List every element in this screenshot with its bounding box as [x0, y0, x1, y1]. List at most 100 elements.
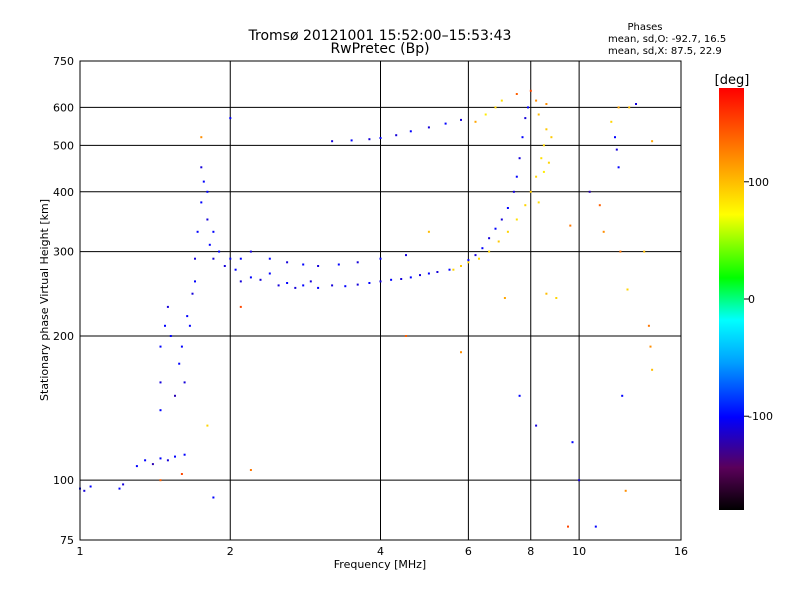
data-point: [302, 263, 305, 266]
grid: [80, 61, 681, 540]
data-point: [180, 473, 183, 475]
data-point: [379, 280, 382, 283]
data-point: [540, 157, 543, 160]
data-point: [643, 250, 646, 253]
data-point: [405, 335, 407, 337]
data-point: [89, 485, 92, 488]
data-point: [286, 261, 289, 264]
data-point: [174, 455, 176, 458]
phases-o-line: mean, sd,O: -92.7, 16.5: [608, 34, 726, 45]
data-point: [512, 190, 515, 193]
x-tick-label: 6: [465, 545, 472, 558]
data-point: [159, 345, 162, 348]
data-point: [122, 483, 125, 486]
data-point: [518, 394, 521, 397]
data-point: [174, 394, 176, 397]
data-point: [317, 286, 320, 289]
data-point: [317, 265, 320, 267]
data-point: [239, 257, 242, 260]
data-point: [647, 324, 650, 327]
data-point: [180, 345, 183, 348]
data-point: [309, 280, 312, 283]
x-axis-label: Frequency [MHz]: [334, 558, 426, 571]
data-point: [409, 276, 412, 279]
data-point: [535, 175, 538, 178]
x-axis-ticks: 1 2 4 6 8 10 16: [77, 545, 689, 558]
data-point: [409, 130, 412, 133]
data-point: [617, 166, 620, 169]
data-point: [651, 368, 654, 371]
y-tick-label: 600: [53, 101, 74, 114]
data-point: [159, 479, 162, 482]
data-point: [494, 106, 497, 109]
data-point: [542, 170, 545, 173]
data-point: [218, 250, 221, 253]
data-point: [186, 315, 189, 318]
data-point: [615, 148, 618, 151]
data-point: [521, 136, 524, 139]
data-point: [212, 257, 215, 260]
data-point: [196, 230, 199, 233]
data-point: [268, 272, 271, 275]
data-point: [524, 117, 527, 120]
data-point: [474, 120, 477, 123]
data-point: [183, 453, 186, 456]
data-point: [223, 265, 226, 267]
y-tick-label: 200: [53, 330, 74, 343]
y-tick-label: 750: [53, 55, 74, 68]
data-point: [356, 261, 359, 264]
data-point: [200, 166, 203, 169]
data-point: [249, 469, 252, 471]
data-point: [183, 381, 186, 384]
data-point: [488, 250, 491, 253]
data-point: [481, 247, 484, 250]
data-point: [191, 292, 194, 295]
data-point: [405, 254, 407, 257]
data-point: [200, 136, 203, 139]
chart-title: Tromsø 20121001 15:52:00–15:53:43: [248, 28, 512, 44]
data-point: [518, 157, 521, 160]
data-point: [159, 409, 162, 412]
data-points: [79, 89, 654, 528]
colorbar-ticks: 100 0 -100: [744, 176, 773, 423]
data-point: [390, 278, 393, 281]
y-tick-label: 500: [53, 139, 74, 152]
data-point: [144, 459, 147, 462]
data-point: [617, 106, 620, 109]
data-point: [527, 106, 529, 109]
data-point: [460, 351, 462, 354]
phases-heading: Phases: [627, 22, 662, 33]
data-point: [621, 394, 624, 397]
data-point: [118, 487, 121, 490]
data-point: [484, 113, 487, 116]
data-point: [614, 136, 616, 139]
colorbar-tick-label: 100: [748, 176, 769, 189]
data-point: [550, 136, 553, 139]
data-point: [515, 93, 518, 95]
data-point: [169, 335, 172, 337]
data-point: [567, 525, 569, 528]
data-point: [259, 278, 262, 281]
data-point: [651, 140, 654, 143]
x-tick-label: 8: [527, 545, 534, 558]
data-point: [537, 201, 540, 204]
data-point: [602, 230, 605, 233]
data-point: [467, 259, 470, 262]
data-point: [164, 324, 166, 327]
plot-frame: [79, 60, 682, 541]
data-point: [427, 230, 430, 233]
x-tick-label: 10: [572, 545, 586, 558]
data-point: [379, 137, 382, 139]
data-point: [356, 283, 359, 286]
y-tick-label: 300: [53, 246, 74, 259]
data-point: [436, 271, 439, 273]
data-point: [202, 180, 205, 183]
data-point: [569, 224, 572, 227]
data-point: [624, 489, 627, 492]
data-point: [500, 99, 503, 102]
data-point: [419, 274, 421, 277]
y-tick-label: 400: [53, 186, 74, 199]
data-point: [494, 227, 497, 230]
data-point: [503, 297, 506, 299]
